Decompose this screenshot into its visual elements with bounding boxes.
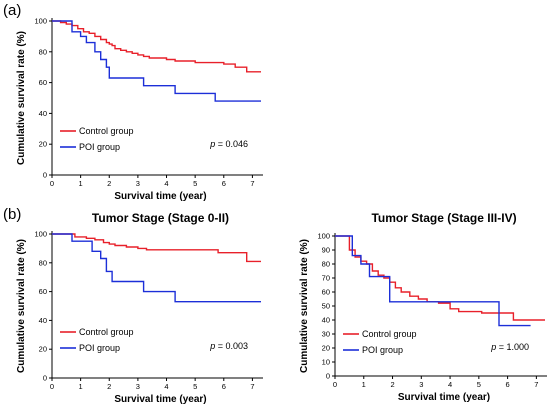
x-tick-label: 1 xyxy=(79,179,83,188)
chart-title: Tumor Stage (Stage III-IV) xyxy=(371,211,516,225)
p-value-annotation: p = 0.003 xyxy=(209,341,248,351)
x-axis-label: Survival time (year) xyxy=(398,392,490,403)
x-tick-label: 4 xyxy=(448,380,452,389)
survival-curve-poi xyxy=(335,235,531,327)
legend-label: POI group xyxy=(362,345,403,355)
legend-label: Control group xyxy=(362,329,417,339)
y-axis-label: Cumulative survival rate (%) xyxy=(16,239,27,373)
p-value-symbol: p xyxy=(209,139,215,149)
panel-label-a: (a) xyxy=(3,2,21,19)
p-value-symbol: p xyxy=(209,341,215,351)
survival-curve-control xyxy=(52,20,261,73)
x-tick-label: 3 xyxy=(136,179,140,188)
p-value-text: = 1.000 xyxy=(496,342,529,352)
y-axis-label: Cumulative survival rate (%) xyxy=(16,31,27,165)
y-tick-label: 60 xyxy=(39,287,47,296)
x-tick-label: 7 xyxy=(534,380,538,389)
x-tick-label: 5 xyxy=(477,380,481,389)
x-tick-label: 0 xyxy=(333,380,337,389)
x-tick-label: 4 xyxy=(164,382,168,391)
chart-panel-b-stage-0-ii: Tumor Stage (Stage 0-II) 0 1 2 3 4 5 6 7 0 20 40 60 8… xyxy=(16,211,263,405)
y-tick-label: 50 xyxy=(322,302,330,311)
y-tick-label: 20 xyxy=(39,345,47,354)
survival-curve-control xyxy=(335,235,545,321)
y-tick-label: 20 xyxy=(39,140,47,149)
survival-curve-poi xyxy=(52,20,261,102)
x-tick-label: 2 xyxy=(107,179,111,188)
survival-curve-poi xyxy=(52,233,261,303)
x-tick-label: 5 xyxy=(193,179,197,188)
y-tick-label: 30 xyxy=(322,330,330,339)
x-tick-label: 0 xyxy=(50,179,54,188)
y-tick-label: 40 xyxy=(39,316,47,325)
x-tick-label: 7 xyxy=(250,382,254,391)
x-tick-label: 1 xyxy=(79,382,83,391)
x-axis-label: Survival time (year) xyxy=(114,394,206,405)
x-tick-label: 2 xyxy=(390,380,394,389)
x-tick-label: 1 xyxy=(362,380,366,389)
y-tick-label: 100 xyxy=(317,232,330,241)
p-value-text: = 0.046 xyxy=(215,139,248,149)
x-tick-label: 4 xyxy=(164,179,168,188)
legend-label: Control group xyxy=(79,126,134,136)
chart-panel-b-stage-iii-iv: Tumor Stage (Stage III-IV)0 1 2 3 4 5 6 7010203… xyxy=(299,211,547,403)
y-tick-label: 10 xyxy=(322,358,330,367)
p-value-annotation: p = 1.000 xyxy=(490,342,529,352)
y-tick-label: 60 xyxy=(322,288,330,297)
p-value-annotation: p = 0.046 xyxy=(209,139,248,149)
y-axis-label: Cumulative survival rate (%) xyxy=(299,239,310,373)
legend-label: POI group xyxy=(79,142,120,152)
y-tick-label: 90 xyxy=(322,246,330,255)
x-tick-label: 6 xyxy=(222,179,226,188)
survival-curve-control xyxy=(52,233,261,263)
y-tick-label: 100 xyxy=(34,230,47,239)
x-tick-label: 0 xyxy=(50,382,54,391)
y-tick-label: 70 xyxy=(322,274,330,283)
x-tick-label: 5 xyxy=(193,382,197,391)
y-tick-label: 80 xyxy=(39,47,47,56)
p-value-text: = 0.003 xyxy=(215,341,248,351)
legend-label: Control group xyxy=(79,327,134,337)
chart-title: Tumor Stage (Stage 0-II) xyxy=(92,211,229,225)
x-tick-label: 3 xyxy=(419,380,423,389)
y-tick-label: 40 xyxy=(39,109,47,118)
chart-panel-a: 0 1 2 3 4 5 6 7 0 20 40 60 80 100 Survival time (year)… xyxy=(16,17,263,202)
x-tick-label: 6 xyxy=(506,380,510,389)
x-axis-label: Survival time (year) xyxy=(114,191,206,202)
y-tick-label: 40 xyxy=(322,316,330,325)
y-tick-label: 0 xyxy=(43,374,47,383)
x-tick-label: 6 xyxy=(222,382,226,391)
x-tick-label: 7 xyxy=(250,179,254,188)
y-tick-label: 100 xyxy=(34,17,47,26)
y-tick-label: 20 xyxy=(322,344,330,353)
panel-label-b: (b) xyxy=(3,206,21,223)
legend-label: POI group xyxy=(79,343,120,353)
p-value-symbol: p xyxy=(490,342,496,352)
y-tick-label: 80 xyxy=(322,260,330,269)
x-tick-label: 3 xyxy=(136,382,140,391)
x-tick-label: 2 xyxy=(107,382,111,391)
y-tick-label: 60 xyxy=(39,78,47,87)
y-tick-label: 80 xyxy=(39,258,47,267)
y-tick-label: 0 xyxy=(43,171,47,180)
y-tick-label: 0 xyxy=(326,372,330,381)
